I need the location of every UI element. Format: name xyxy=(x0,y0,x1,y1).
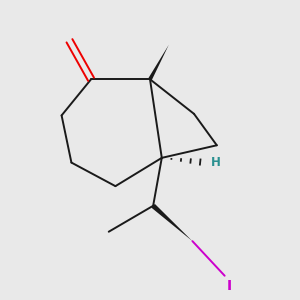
Polygon shape xyxy=(148,45,169,80)
Text: I: I xyxy=(227,279,232,293)
Polygon shape xyxy=(152,204,192,241)
Text: H: H xyxy=(211,156,221,169)
